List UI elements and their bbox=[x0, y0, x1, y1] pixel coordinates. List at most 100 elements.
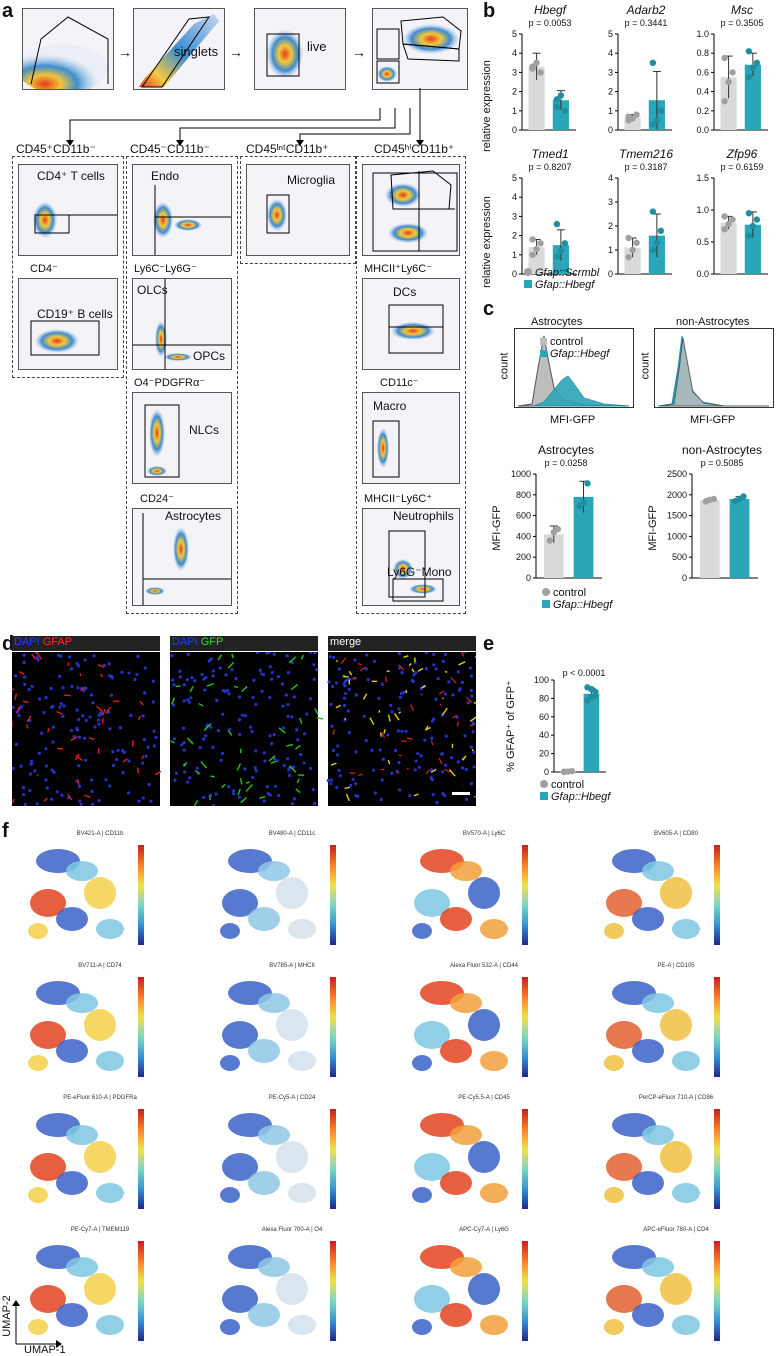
dapi-nucleus bbox=[178, 669, 182, 673]
dapi-nucleus bbox=[238, 732, 242, 737]
cbar-point bbox=[584, 480, 591, 487]
dapi-nucleus bbox=[281, 704, 285, 708]
stain-process bbox=[198, 702, 204, 707]
dapi-nucleus bbox=[380, 682, 384, 686]
dapi-nucleus bbox=[23, 802, 27, 806]
dapi-nucleus bbox=[27, 687, 31, 692]
stain-process bbox=[206, 682, 214, 687]
dapi-nucleus bbox=[334, 681, 339, 685]
umap-cluster bbox=[56, 1171, 88, 1195]
dapi-nucleus bbox=[353, 658, 357, 662]
dapi-nucleus bbox=[290, 660, 294, 665]
plot-cd19-b-cells: CD19⁺ B cells bbox=[18, 278, 118, 370]
stain-process bbox=[278, 727, 286, 734]
dapi-nucleus bbox=[396, 729, 400, 733]
dapi-nucleus bbox=[469, 745, 473, 749]
dapi-nucleus bbox=[22, 660, 26, 665]
dapi-nucleus bbox=[305, 712, 309, 716]
dapi-nucleus bbox=[432, 663, 436, 667]
hist-xlabel-astro: MFI-GFP bbox=[550, 414, 596, 426]
b-tick-label: 2 bbox=[512, 231, 517, 241]
gene-pvalue: p = 0.3441 bbox=[625, 18, 668, 28]
dapi-nucleus bbox=[141, 761, 145, 765]
e-point bbox=[568, 767, 576, 775]
plot-nlcs: NLCs bbox=[132, 392, 232, 484]
dapi-nucleus bbox=[40, 731, 44, 735]
b-point bbox=[653, 239, 661, 246]
b-tick-label: 5 bbox=[608, 29, 613, 39]
dapi-nucleus bbox=[372, 659, 377, 663]
umap-cluster bbox=[480, 919, 508, 939]
arrow-3: → bbox=[352, 44, 366, 60]
stain-process bbox=[300, 654, 305, 660]
umap-colorbar bbox=[138, 977, 144, 1077]
dapi-nucleus bbox=[292, 765, 296, 769]
dapi-nucleus bbox=[268, 665, 272, 669]
stain-process bbox=[378, 709, 381, 713]
dapi-nucleus bbox=[97, 722, 101, 726]
dapi-nucleus bbox=[342, 703, 347, 708]
dapi-nucleus bbox=[77, 718, 81, 722]
umap-colorbar bbox=[522, 1109, 528, 1209]
stain-process bbox=[96, 705, 103, 712]
umap-cluster bbox=[604, 1055, 624, 1071]
dapi-nucleus bbox=[91, 802, 95, 806]
stain-process bbox=[344, 786, 351, 790]
dapi-nucleus bbox=[430, 736, 434, 740]
pop-opcs: OPCs bbox=[193, 349, 226, 363]
umap-axis-x: UMAP-1 bbox=[24, 1344, 66, 1356]
live-label: live bbox=[307, 39, 327, 54]
stain-process bbox=[189, 686, 194, 693]
umap-colorbar bbox=[138, 1241, 144, 1341]
dapi-nucleus bbox=[44, 764, 49, 768]
dapi-nucleus bbox=[282, 763, 286, 768]
dapi-nucleus bbox=[254, 749, 258, 753]
b-point bbox=[625, 254, 632, 261]
hist-title-astro: Astrocytes bbox=[531, 316, 583, 328]
dapi-nucleus bbox=[436, 676, 440, 681]
umap-cluster bbox=[222, 1285, 258, 1313]
dapi-nucleus bbox=[365, 653, 369, 657]
dapi-nucleus bbox=[188, 776, 192, 780]
b-point bbox=[557, 92, 565, 99]
b-point bbox=[553, 96, 561, 103]
dapi-nucleus bbox=[33, 769, 37, 773]
stain-process bbox=[461, 755, 467, 761]
dapi-nucleus bbox=[144, 754, 148, 758]
dapi-nucleus bbox=[414, 671, 418, 675]
dapi-nucleus bbox=[345, 678, 350, 682]
dapi-nucleus bbox=[42, 711, 46, 715]
b-bar bbox=[744, 64, 761, 130]
legend-hbegf: Gfap::Hbegf bbox=[535, 279, 595, 291]
stain-process bbox=[299, 717, 303, 724]
plot-neutrophils-mono: Neutrophils Ly6G⁻Mono bbox=[362, 508, 460, 606]
dapi-nucleus bbox=[97, 798, 101, 803]
dapi-nucleus bbox=[68, 655, 72, 659]
dapi-nucleus bbox=[44, 695, 48, 700]
panel-label-d: d bbox=[2, 633, 15, 655]
umap-cluster bbox=[220, 1187, 240, 1203]
b-point bbox=[529, 251, 536, 258]
dapi-nucleus bbox=[337, 768, 341, 773]
dapi-nucleus bbox=[12, 766, 15, 771]
pop-mono: Ly6G⁻Mono bbox=[387, 565, 452, 579]
stain-process bbox=[439, 703, 442, 706]
b-point bbox=[649, 246, 657, 254]
umap-cluster bbox=[414, 1153, 450, 1181]
dapi-nucleus bbox=[211, 804, 216, 806]
dapi-nucleus bbox=[22, 675, 27, 679]
dapi-nucleus bbox=[79, 802, 83, 806]
e-tick-label: 20 bbox=[539, 749, 549, 759]
dapi-nucleus bbox=[311, 787, 315, 792]
stain-process bbox=[296, 778, 300, 784]
dapi-nucleus bbox=[354, 782, 358, 786]
b-tick-label: 1.5 bbox=[696, 173, 709, 183]
dapi-nucleus bbox=[237, 718, 242, 722]
hist-title-nonastro: non-Astrocytes bbox=[676, 316, 750, 328]
cbar-chart-1: 0 500 1000 1500 2000 2500 bbox=[667, 469, 758, 583]
cbar-tick-label: 0 bbox=[682, 573, 687, 583]
b-tick-label: 0.5 bbox=[696, 237, 709, 247]
stain-process bbox=[469, 723, 474, 727]
dapi-nucleus bbox=[189, 696, 193, 700]
stain-process bbox=[221, 783, 226, 789]
